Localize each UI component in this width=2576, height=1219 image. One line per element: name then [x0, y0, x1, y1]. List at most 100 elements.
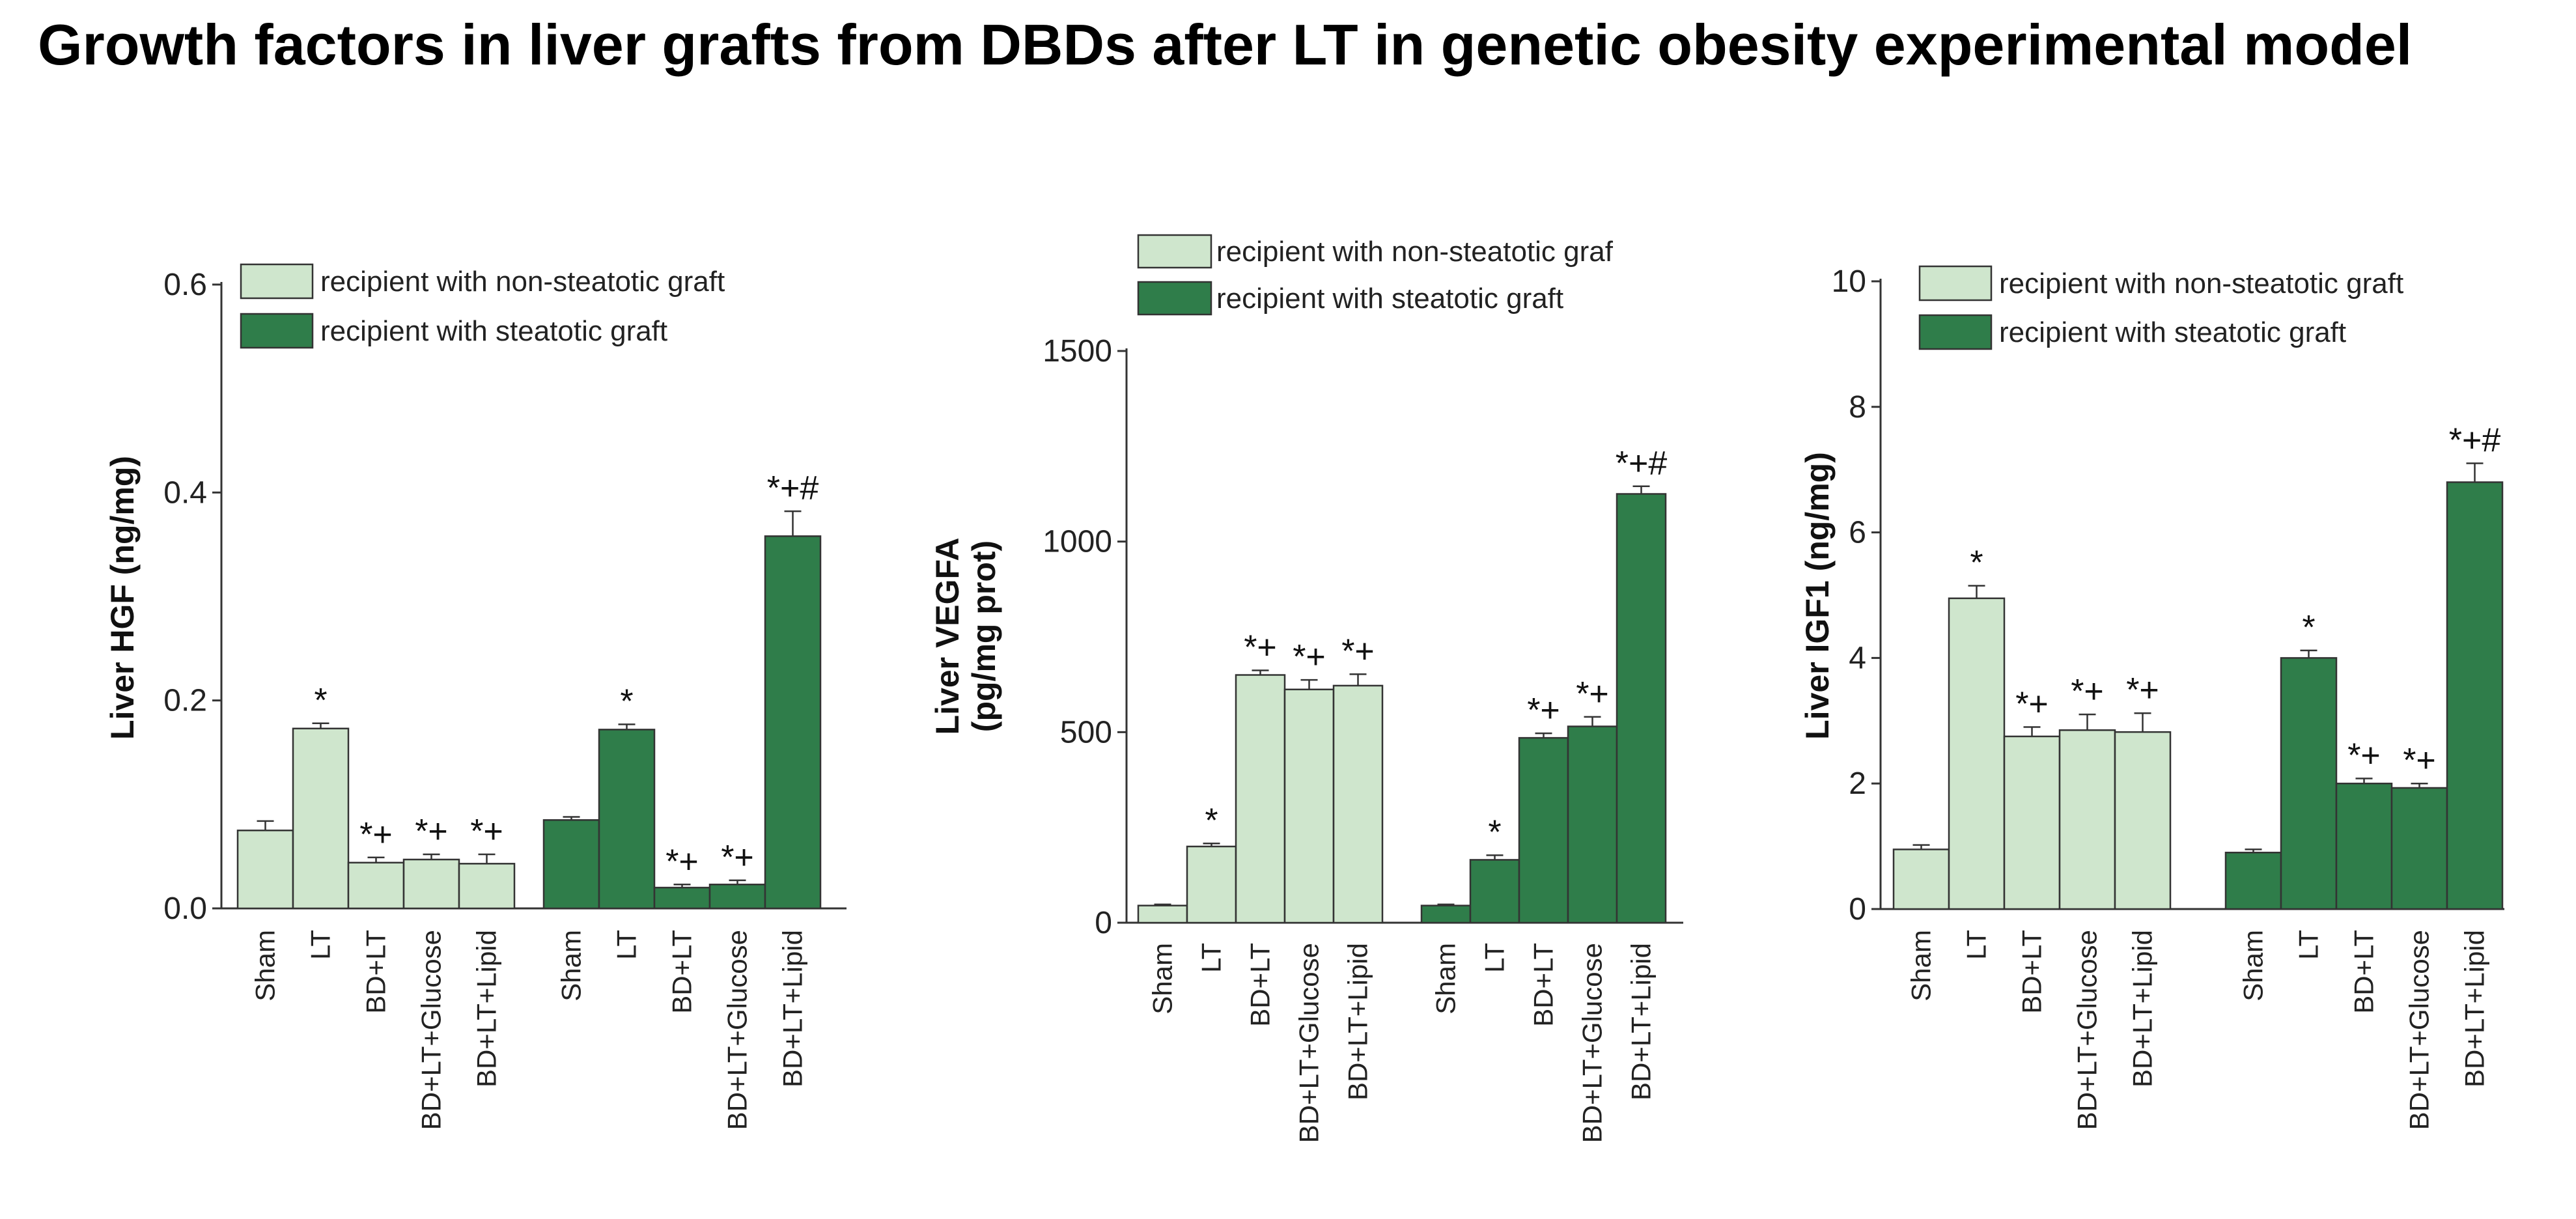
x-tick-label: BD+LT: [361, 930, 391, 1014]
x-tick-label: Sham: [1431, 943, 1461, 1015]
legend-swatch: [1918, 314, 1993, 350]
x-tick-label: BD+LT: [2017, 930, 2047, 1014]
x-tick-label: BD+LT: [1528, 943, 1559, 1027]
x-tick-label: LT: [1196, 943, 1227, 973]
bar: [1616, 493, 1667, 924]
significance-label: *+: [415, 813, 448, 850]
x-tick-label: LT: [1961, 930, 1992, 960]
significance-label: *+: [470, 813, 503, 850]
bar: [2003, 735, 2061, 910]
bar: [1137, 904, 1188, 924]
significance-label: *+: [359, 816, 393, 854]
legend-label: recipient with steatotic graft: [1216, 283, 1563, 315]
y-axis-title: Liver HGF (ng/mg): [104, 456, 141, 740]
bar: [2446, 481, 2504, 910]
x-tick-label: Sham: [556, 930, 587, 1002]
y-axis-title: Liver IGF1 (ng/mg): [1799, 452, 1836, 740]
significance-label: *+: [1576, 675, 1609, 713]
significance-label: *: [620, 682, 633, 720]
significance-label: *+: [665, 843, 699, 880]
bar: [1948, 597, 2006, 910]
bar: [1420, 904, 1472, 924]
y-tick-label: 0: [1095, 906, 1112, 940]
bar: [1518, 736, 1569, 924]
y-tick-label: 8: [1849, 390, 1866, 425]
significance-label: *+#: [1616, 445, 1668, 483]
bar: [236, 830, 294, 910]
bar: [1186, 845, 1237, 924]
bar: [2335, 782, 2393, 910]
y-axis-title: (pg/mg prot): [966, 540, 1002, 732]
bar: [2058, 729, 2116, 910]
bar: [2224, 851, 2282, 910]
bar: [1332, 684, 1384, 924]
x-tick-label: Sham: [1906, 930, 1937, 1002]
y-tick-label: 1500: [1043, 334, 1112, 369]
legend-label: recipient with non-steatotic graft: [320, 266, 725, 298]
significance-label: *: [1970, 544, 1983, 582]
legend-label: recipient with steatotic graft: [320, 315, 667, 347]
legend-label: recipient with non-steatotic graft: [1999, 268, 2403, 300]
significance-label: *+: [2071, 673, 2104, 710]
x-tick-label: BD+LT+Glucose: [722, 930, 753, 1130]
y-tick-label: 0.0: [163, 891, 207, 926]
x-tick-label: BD+LT: [1245, 943, 1276, 1027]
x-tick-label: Sham: [250, 930, 281, 1002]
y-tick-label: 0.6: [163, 268, 207, 302]
x-tick-label: BD+LT: [667, 930, 697, 1014]
x-tick-label: BD+LT+Glucose: [416, 930, 447, 1130]
x-tick-label: BD+LT+Lipid: [1626, 943, 1657, 1100]
x-tick-label: BD+LT+Lipid: [2127, 930, 2158, 1087]
page-title: Growth factors in liver grafts from DBDs…: [38, 12, 2413, 77]
bar: [764, 535, 822, 910]
x-tick-label: LT: [611, 930, 642, 960]
legend-swatch: [240, 263, 314, 300]
legend-swatch: [240, 313, 314, 349]
x-tick-label: BD+LT+Glucose: [2404, 930, 2435, 1130]
bar: [1469, 859, 1520, 924]
y-tick-label: 6: [1849, 516, 1866, 550]
y-tick-label: 2: [1849, 766, 1866, 801]
y-tick-label: 0.2: [163, 684, 207, 718]
x-tick-label: LT: [1479, 943, 1510, 973]
bar: [1892, 848, 1950, 910]
bar: [402, 858, 460, 910]
significance-label: *: [1488, 813, 1501, 851]
significance-label: *+: [1341, 632, 1375, 670]
x-tick-label: LT: [2293, 930, 2324, 960]
significance-label: *+: [1244, 629, 1277, 667]
legend-label: recipient with non-steatotic graf: [1216, 236, 1614, 268]
legend-label: recipient with steatotic graft: [1999, 316, 2346, 348]
bar: [653, 886, 711, 910]
y-tick-label: 0.4: [163, 475, 207, 510]
bar: [292, 727, 350, 910]
chart-panel-1: 0.0 0.2 0.4 0.6 Liver HGF (ng/mg) recipient w…: [104, 263, 847, 1130]
significance-label: *: [1205, 802, 1218, 839]
chart-panel-3: 0 2 4 6 8 10 Liver IGF1 (ng/mg) recipient with …: [1799, 264, 2504, 1130]
bar: [347, 862, 405, 910]
y-tick-label: 1000: [1043, 525, 1112, 559]
bar: [2390, 787, 2448, 910]
x-tick-label: BD+LT+Lipid: [2459, 930, 2490, 1087]
significance-label: *+: [1527, 692, 1560, 729]
bar: [708, 884, 766, 910]
significance-label: *+: [2347, 736, 2381, 774]
bar: [1283, 688, 1335, 924]
bar: [598, 729, 656, 910]
x-tick-label: BD+LT+Glucose: [2072, 930, 2103, 1130]
bar: [542, 819, 600, 910]
x-tick-label: BD+LT+Lipid: [471, 930, 502, 1087]
legend-swatch: [1918, 265, 1993, 301]
bar: [458, 863, 516, 910]
y-tick-label: 4: [1849, 641, 1866, 675]
significance-label: *+: [2126, 671, 2159, 709]
y-tick-label: 0: [1849, 892, 1866, 927]
x-tick-label: Sham: [1147, 943, 1178, 1015]
significance-label: *+: [721, 839, 754, 876]
x-tick-label: BD+LT: [2349, 930, 2379, 1014]
y-axis-title: Liver VEGFA: [929, 538, 966, 735]
significance-label: *: [2302, 609, 2315, 647]
significance-label: *+: [2015, 685, 2049, 723]
significance-label: *+#: [767, 469, 819, 507]
